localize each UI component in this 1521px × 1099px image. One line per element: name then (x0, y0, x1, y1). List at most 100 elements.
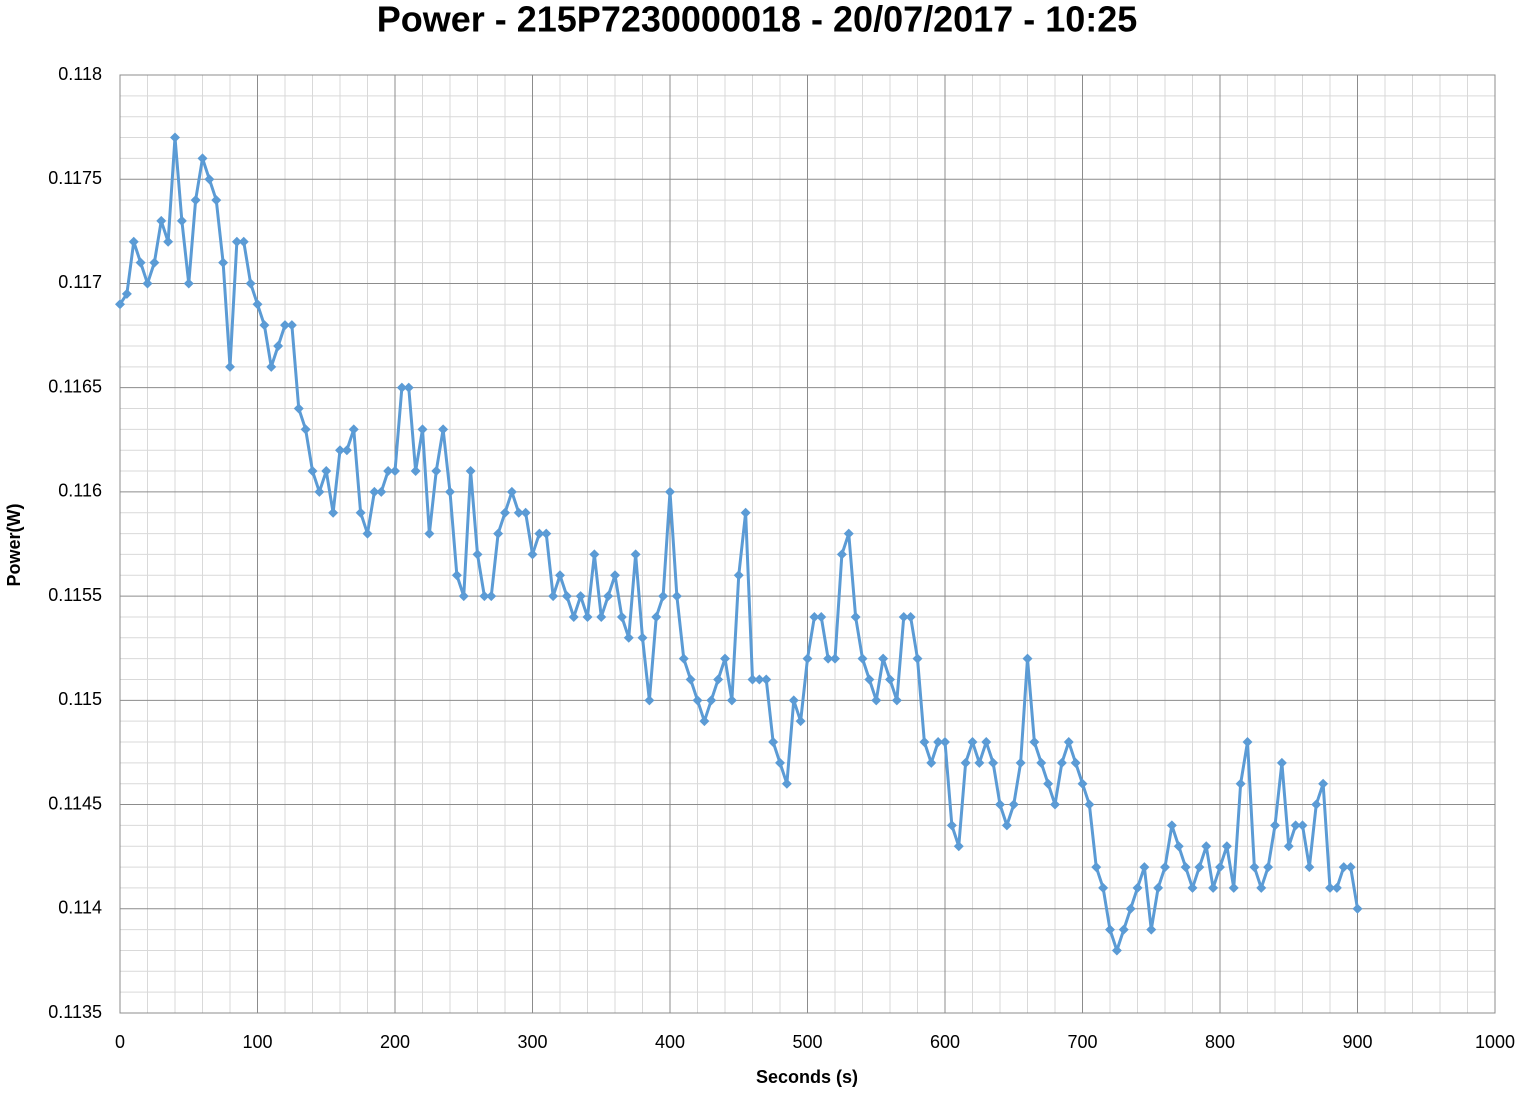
x-tick-label: 600 (930, 1032, 960, 1052)
data-point (451, 570, 462, 581)
data-point (204, 174, 215, 185)
data-point (561, 591, 572, 602)
x-tick-label: 400 (655, 1032, 685, 1052)
data-point (788, 695, 799, 706)
data-point (981, 737, 992, 748)
data-point (541, 528, 552, 539)
data-point (1318, 778, 1329, 789)
data-point (1276, 757, 1287, 768)
data-point (355, 507, 366, 518)
data-point (946, 820, 957, 831)
data-point (1208, 882, 1219, 893)
data-point (1345, 862, 1356, 873)
data-point (128, 236, 139, 247)
data-point (864, 674, 875, 685)
data-point (1036, 757, 1047, 768)
plot-border (119, 74, 1496, 1014)
data-point (1139, 862, 1150, 873)
data-point (424, 528, 435, 539)
data-point (231, 236, 242, 247)
data-point (644, 695, 655, 706)
y-tick-label: 0.1165 (48, 376, 102, 396)
data-point (1228, 882, 1239, 893)
data-point (596, 611, 607, 622)
data-point (768, 737, 779, 748)
data-point (1043, 778, 1054, 789)
data-point (603, 591, 614, 602)
data-point (307, 466, 318, 477)
data-point (933, 737, 944, 748)
data-point (1221, 841, 1232, 852)
y-tick-label: 0.114 (58, 898, 102, 918)
data-point (1283, 841, 1294, 852)
data-point (500, 507, 510, 518)
data-point (410, 466, 421, 477)
data-point (1290, 820, 1301, 831)
data-point (1125, 903, 1136, 914)
data-point (1166, 820, 1177, 831)
data-point (1029, 737, 1040, 748)
data-point (830, 653, 840, 664)
data-point (362, 528, 373, 539)
data-point (396, 382, 407, 393)
data-point (651, 611, 662, 622)
data-point (926, 757, 937, 768)
data-point (740, 507, 751, 518)
data-point (348, 424, 359, 435)
data-point (960, 757, 971, 768)
data-point (121, 288, 132, 299)
data-point (218, 257, 229, 268)
data-point (341, 445, 352, 456)
x-tick-label: 500 (792, 1032, 822, 1052)
data-point (197, 153, 208, 164)
data-point (135, 257, 146, 268)
x-tick-label: 800 (1205, 1032, 1235, 1052)
data-point (775, 757, 785, 768)
data-point (568, 611, 579, 622)
data-point (733, 570, 744, 581)
data-point (149, 257, 160, 268)
data-point (878, 653, 889, 664)
data-point (286, 320, 297, 331)
data-point (115, 299, 125, 310)
y-tick-label: 0.1135 (48, 1002, 102, 1022)
data-point (1242, 737, 1253, 748)
data-point (871, 695, 882, 706)
data-point (995, 799, 1005, 810)
data-point (1235, 778, 1246, 789)
data-point (665, 486, 675, 497)
data-point (630, 549, 641, 560)
y-tick-label: 0.1145 (48, 793, 102, 813)
data-point (183, 278, 194, 289)
data-point (245, 278, 256, 289)
y-tick-label: 0.117 (58, 272, 102, 292)
data-point (1008, 799, 1019, 810)
data-point (720, 653, 730, 664)
y-tick-label: 0.118 (58, 64, 102, 84)
y-tick-label: 0.1175 (48, 168, 102, 188)
data-point (912, 653, 923, 664)
data-point (142, 278, 153, 289)
data-point (816, 611, 827, 622)
data-point (1311, 799, 1322, 810)
data-point (726, 695, 737, 706)
data-point (493, 528, 504, 539)
data-point (1187, 882, 1198, 893)
data-point (809, 611, 820, 622)
data-point (1056, 757, 1067, 768)
data-point (637, 632, 648, 643)
data-point (974, 757, 985, 768)
data-point (1331, 882, 1342, 893)
data-point (190, 195, 201, 206)
data-point (802, 653, 813, 664)
data-point (1173, 841, 1184, 852)
data-point (699, 716, 710, 727)
data-point (678, 653, 689, 664)
data-point (170, 132, 180, 143)
data-point (520, 507, 531, 518)
data-point (1084, 799, 1095, 810)
data-point (527, 549, 538, 560)
data-point (1105, 924, 1115, 935)
data-point (506, 486, 517, 497)
data-point (616, 611, 627, 622)
